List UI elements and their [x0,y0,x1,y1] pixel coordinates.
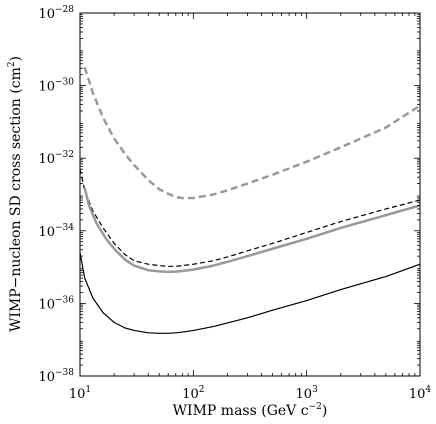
x-axis-label: WIMP mass (GeV c−2) [173,402,328,419]
x-tick-label: 101 [69,385,91,402]
y-tick-label: 10−32 [38,150,74,167]
x-tick-label: 103 [296,385,319,402]
y-tick-label: 10−36 [38,295,74,312]
series-layer [80,66,420,334]
y-tick-label: 10−30 [38,78,74,95]
series-line-2 [80,169,420,267]
y-axis-label: WIMP−nucleon SD cross section (cm2) [7,56,24,332]
y-tick-label: 10−28 [38,5,74,22]
plot-frame [79,12,421,377]
series-line-1 [83,66,420,200]
series-line-3 [83,187,420,274]
y-tick-label: 10−38 [38,368,74,385]
y-tick-label: 10−34 [38,223,74,240]
ticks-layer: 101 102 103 104 10−38 10−36 10−34 10−32 10−30 10−… [38,5,431,402]
series-line-4 [80,252,420,334]
x-tick-label: 104 [409,385,432,402]
x-tick-label: 102 [182,385,204,402]
